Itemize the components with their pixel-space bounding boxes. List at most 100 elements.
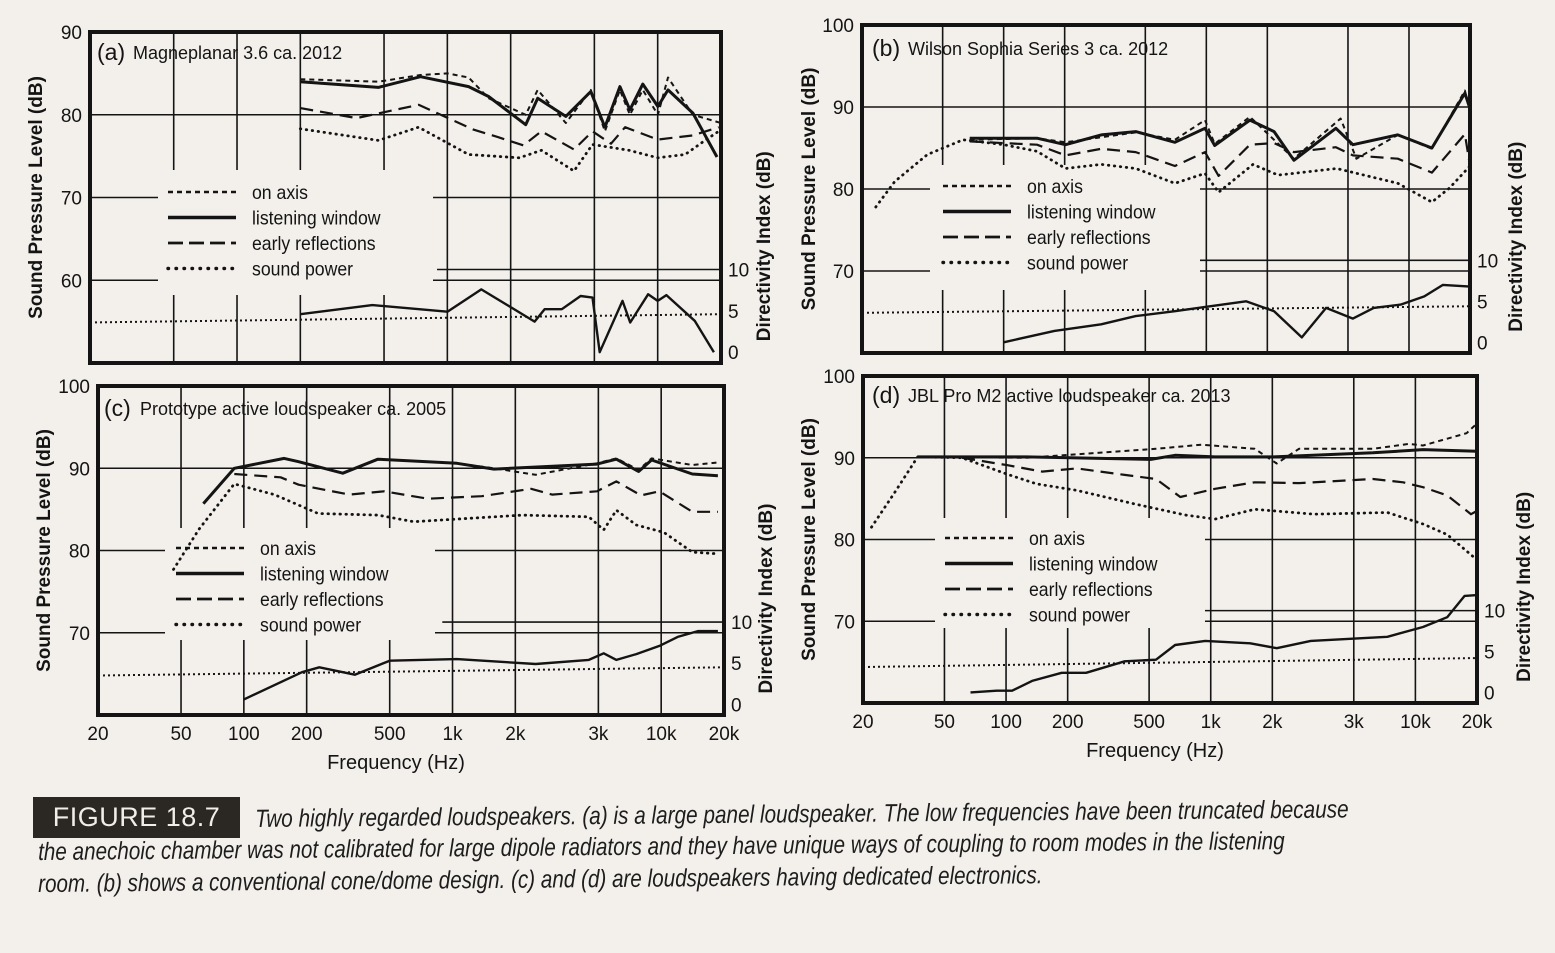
series-directivity-index <box>243 629 718 701</box>
x-tick-label: 20k <box>1462 712 1493 733</box>
legend-label: early reflections <box>1029 578 1153 600</box>
legend-label: on axis <box>260 537 316 559</box>
y-tick-label: 90 <box>834 449 855 470</box>
x-tick-label: 2k <box>505 724 526 745</box>
series-directivity-index <box>970 593 1478 694</box>
plot-frame <box>860 23 1472 355</box>
x-tick-label: 500 <box>374 724 406 745</box>
y2-axis-label: Directivity Index (dB) <box>756 504 777 694</box>
x-tick-label: 1k <box>442 724 463 745</box>
legend-label: on axis <box>1029 527 1085 549</box>
plot-frame <box>88 30 723 365</box>
legend-label: listening window <box>252 207 381 229</box>
di-tick-label: 5 <box>731 654 742 675</box>
chart-panel-d: on axis listening window early reflections… <box>799 367 1535 762</box>
y-axis-label: Sound Pressure Level (dB) <box>26 76 47 319</box>
legend-label: listening window <box>260 563 389 585</box>
series-sound-power <box>874 138 1472 209</box>
y-tick-label: 80 <box>69 542 90 563</box>
x-tick-label: 100 <box>990 712 1022 733</box>
legend-label: early reflections <box>252 232 376 254</box>
di-reference-line <box>862 657 1478 669</box>
plot-frame <box>96 384 726 717</box>
panel-title: JBL Pro M2 active loudspeaker ca. 2013 <box>908 386 1231 406</box>
legend-label: sound power <box>1029 604 1130 626</box>
x-tick-label: 100 <box>228 724 260 745</box>
x-tick-label: 3k <box>588 724 609 745</box>
series-directivity-index <box>300 288 715 354</box>
x-tick-label: 50 <box>934 712 955 733</box>
panel-title: Wilson Sophia Series 3 ca. 2012 <box>908 39 1168 59</box>
di-tick-label: 0 <box>728 343 739 364</box>
legend-label: on axis <box>252 181 308 203</box>
y2-axis-label: Directivity Index (dB) <box>1514 492 1535 682</box>
y-axis-label: Sound Pressure Level (dB) <box>799 68 820 311</box>
y2-axis-label: Directivity Index (dB) <box>754 151 775 341</box>
y-tick-label: 90 <box>69 459 90 480</box>
plot-frame <box>861 374 1479 705</box>
x-tick-label: 50 <box>170 724 191 745</box>
series-early-reflections <box>961 456 1478 516</box>
panel-letter: (b) <box>872 35 900 61</box>
legend-background <box>165 528 435 640</box>
series-on-axis <box>917 422 1478 465</box>
di-reference-line <box>89 313 722 324</box>
x-axis-label: Frequency (Hz) <box>327 752 465 774</box>
legend-label: early reflections <box>260 588 384 610</box>
series-listening-window <box>300 75 719 158</box>
y-tick-label: 70 <box>61 189 82 210</box>
chart-panel-b: on axis listening window early reflections… <box>799 16 1527 355</box>
x-tick-label: 20 <box>852 712 873 733</box>
x-tick-label: 500 <box>1133 712 1165 733</box>
y-tick-label: 80 <box>833 180 854 201</box>
figure-label: FIGURE 18.7 <box>33 797 240 838</box>
di-tick-label: 10 <box>728 260 749 281</box>
di-tick-label: 10 <box>731 613 752 634</box>
x-tick-label: 200 <box>291 724 323 745</box>
series-listening-window <box>969 91 1472 162</box>
panel-title: Magneplanar 3.6 ca. 2012 <box>133 43 342 63</box>
panel-letter: (a) <box>97 39 125 65</box>
x-tick-label: 10k <box>646 724 677 745</box>
y-tick-label: 70 <box>69 624 90 645</box>
y-tick-label: 90 <box>833 98 854 119</box>
x-axis-label: Frequency (Hz) <box>1086 740 1224 762</box>
x-tick-label: 3k <box>1344 712 1365 733</box>
x-tick-label: 1k <box>1201 712 1222 733</box>
x-tick-label: 200 <box>1052 712 1084 733</box>
legend-background <box>935 518 1205 628</box>
y2-axis-label: Directivity Index (dB) <box>1506 142 1527 332</box>
series-sound-power <box>298 125 721 173</box>
legend-label: early reflections <box>1027 226 1151 248</box>
series-early-reflections <box>234 472 718 513</box>
y-axis-label: Sound Pressure Level (dB) <box>799 418 820 661</box>
di-tick-label: 5 <box>728 302 739 323</box>
y-tick-label: 80 <box>61 106 82 127</box>
legend-label: sound power <box>260 614 361 636</box>
y-axis-label: Sound Pressure Level (dB) <box>34 429 55 672</box>
series-listening-window <box>917 448 1478 461</box>
legend-label: listening window <box>1029 553 1158 575</box>
series-on-axis <box>969 89 1471 160</box>
panel-letter: (d) <box>872 382 900 408</box>
y-tick-label: 80 <box>834 531 855 552</box>
di-reference-line <box>97 666 725 677</box>
y-tick-label: 90 <box>61 23 82 44</box>
series-early-reflections <box>969 133 1472 177</box>
series-directivity-index <box>1003 283 1471 344</box>
x-tick-label: 10k <box>1400 712 1431 733</box>
legend-label: sound power <box>1027 252 1128 274</box>
y-tick-label: 100 <box>822 16 854 37</box>
x-tick-label: 20k <box>709 724 740 745</box>
x-tick-label: 2k <box>1262 712 1283 733</box>
y-tick-label: 70 <box>833 262 854 283</box>
legend-label: on axis <box>1027 175 1083 197</box>
di-tick-label: 10 <box>1477 251 1498 272</box>
y-tick-label: 60 <box>61 271 82 292</box>
y-tick-label: 100 <box>823 367 855 388</box>
di-reference-line <box>861 305 1471 314</box>
legend-background <box>158 170 433 295</box>
chart-panel-a: on axis listening window early reflections… <box>26 23 775 365</box>
series-listening-window <box>202 456 718 505</box>
